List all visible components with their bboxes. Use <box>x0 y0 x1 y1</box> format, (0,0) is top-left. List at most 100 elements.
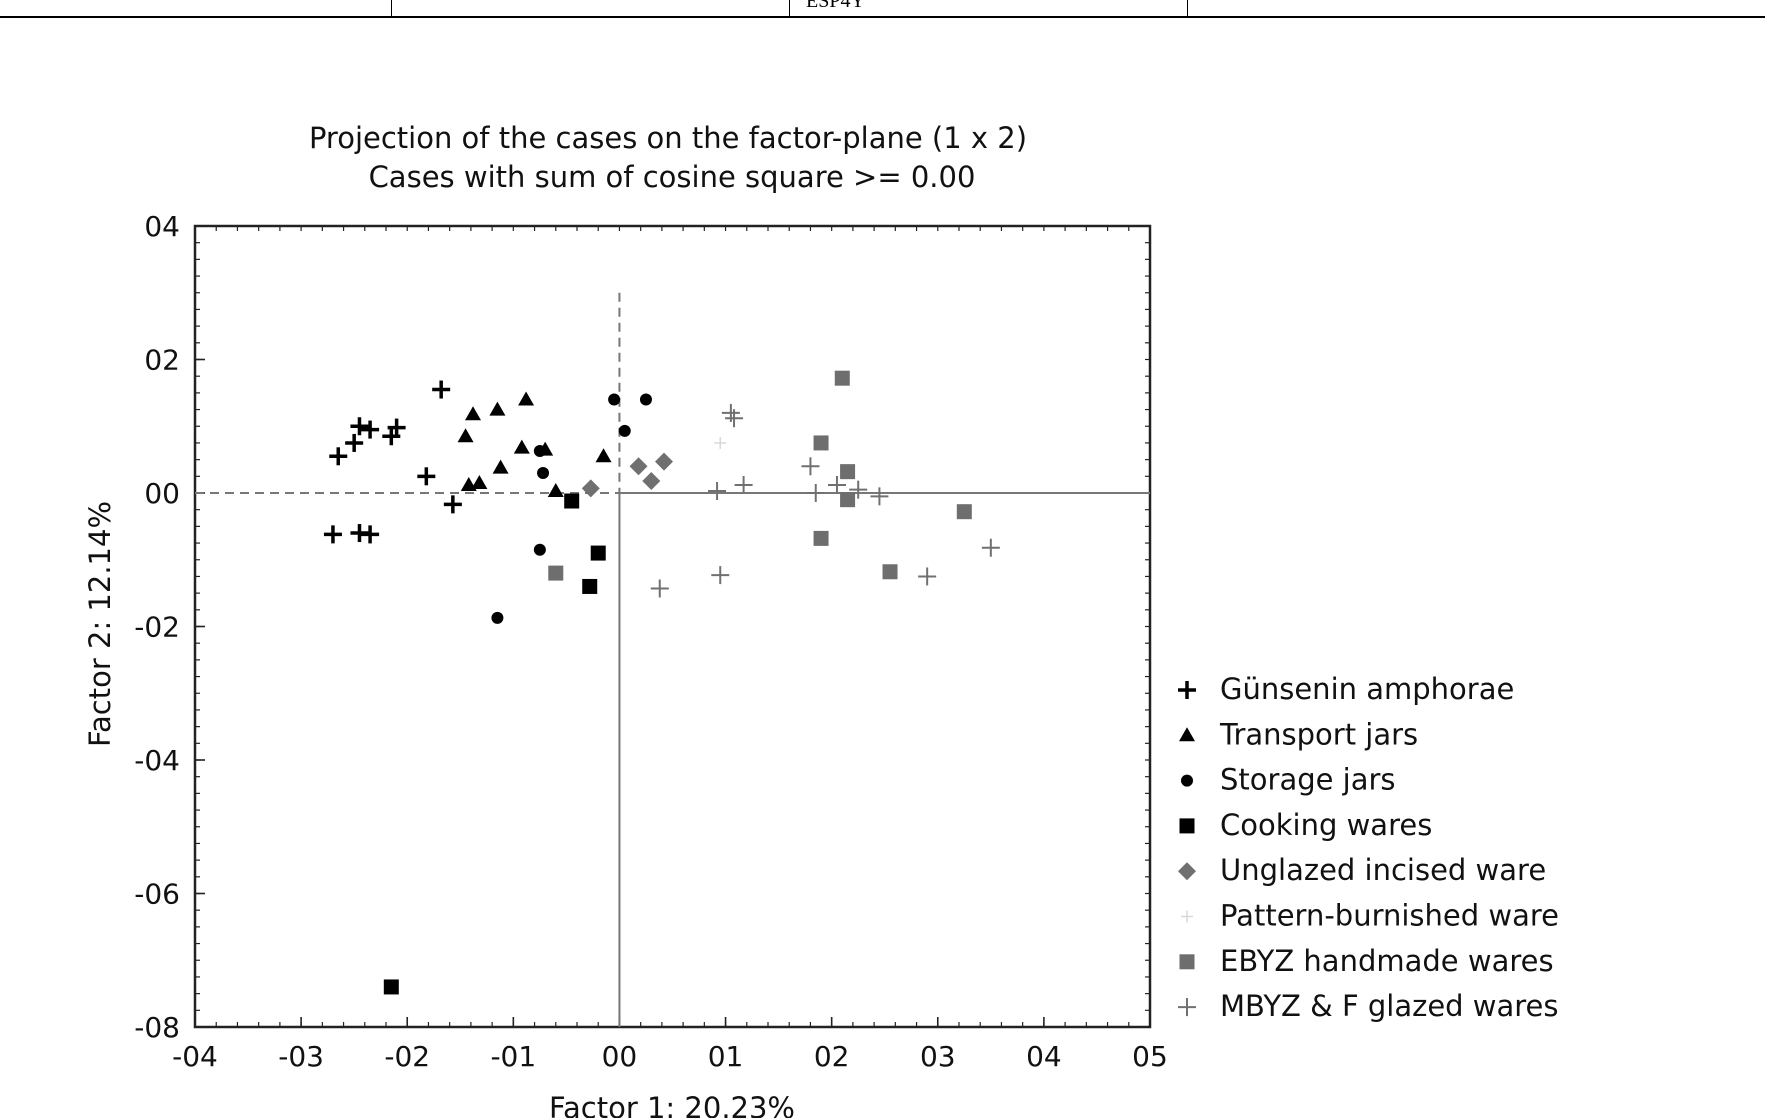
y-tick-label: 00 <box>144 477 180 510</box>
legend-marker <box>1181 910 1193 923</box>
legend-label: MBYZ & F glazed wares <box>1220 989 1559 1023</box>
data-point <box>801 457 820 476</box>
x-tick-label: 04 <box>1026 1040 1062 1073</box>
x-tick-label: -01 <box>490 1040 536 1073</box>
data-point <box>582 578 598 594</box>
table-bottom-rule <box>0 16 1765 18</box>
legend-marker <box>1181 774 1193 787</box>
chart-subtitle: Cases with sum of cosine square >= 0.00 <box>369 160 976 194</box>
y-axis-label: Factor 2: 12.14% <box>83 501 117 747</box>
legend-label: Unglazed incised ware <box>1220 853 1546 887</box>
data-point <box>361 420 380 439</box>
plot-area: -04 -03 -02 -01 00 01 02 03 04 05 04 02 00 -02 -04 -06 -… <box>134 210 1168 1073</box>
legend-marker <box>1179 954 1195 970</box>
y-tick-label: -08 <box>134 1011 180 1044</box>
data-point <box>629 457 648 476</box>
data-point <box>595 448 612 463</box>
data-point <box>840 492 856 508</box>
data-point <box>840 464 856 480</box>
data-point <box>387 418 406 437</box>
data-point <box>432 380 451 399</box>
header-table: ESP4Y <box>0 0 1765 20</box>
data-point <box>492 459 509 474</box>
legend-label: Pattern-burnished ware <box>1220 899 1559 933</box>
data-point <box>650 579 669 598</box>
data-point <box>471 474 488 489</box>
legend: Günsenin amphorae Transport jars Storage j… <box>1178 672 1559 1023</box>
data-point <box>655 452 674 471</box>
data-point <box>849 480 868 499</box>
y-tick-label: -02 <box>134 611 180 644</box>
legend-label: Günsenin amphorae <box>1220 672 1514 706</box>
data-point <box>813 530 829 546</box>
x-tick-label: 05 <box>1132 1040 1168 1073</box>
data-point <box>806 484 825 502</box>
data-point <box>827 475 846 494</box>
x-tick-label: -02 <box>384 1040 430 1073</box>
data-point <box>518 391 535 406</box>
data-point <box>361 525 380 544</box>
data-point <box>714 436 727 449</box>
x-tick-label: -04 <box>172 1040 218 1073</box>
data-point <box>918 567 937 586</box>
table-divider <box>391 0 392 17</box>
data-point <box>608 393 621 406</box>
plot-frame <box>193 224 1152 1029</box>
y-tick-label: 04 <box>144 210 180 243</box>
table-divider <box>1187 0 1188 17</box>
data-point <box>345 433 364 452</box>
table-cell-text: ESP4Y <box>806 0 865 12</box>
data-point <box>417 467 436 486</box>
data-point <box>465 406 482 421</box>
legend-marker <box>1179 727 1195 742</box>
data-point <box>533 543 546 556</box>
data-point <box>489 401 506 416</box>
data-point <box>548 565 564 581</box>
data-point <box>708 481 727 500</box>
legend-marker <box>1178 998 1196 1017</box>
data-point <box>725 409 744 428</box>
data-point <box>513 439 530 454</box>
data-point <box>813 435 829 451</box>
data-point <box>618 424 631 437</box>
x-axis-label: Factor 1: 20.23% <box>549 1091 795 1118</box>
data-point <box>383 979 399 995</box>
data-point <box>350 417 369 436</box>
data-point <box>564 493 580 509</box>
chart-title: Projection of the cases on the factor-pl… <box>309 121 1027 155</box>
legend-marker <box>1178 681 1196 699</box>
x-tick-label: 00 <box>602 1040 638 1073</box>
data-point <box>642 471 661 490</box>
data-point <box>590 545 606 561</box>
data-point <box>491 611 504 624</box>
data-point <box>443 495 462 514</box>
data-point <box>639 393 652 406</box>
legend-label: Transport jars <box>1219 717 1418 751</box>
y-tick-label: -04 <box>134 744 180 777</box>
data-point <box>457 428 474 443</box>
data-point <box>981 538 1000 557</box>
data-point <box>734 475 753 494</box>
y-tick-label: -06 <box>134 878 180 911</box>
data-point <box>711 566 730 585</box>
data-point <box>870 487 889 506</box>
data-point <box>537 466 550 479</box>
legend-label: Storage jars <box>1220 763 1396 797</box>
data-point <box>834 370 850 386</box>
legend-marker <box>1178 862 1196 881</box>
x-tick-label: 02 <box>814 1040 850 1073</box>
data-point <box>533 444 546 457</box>
data-point <box>323 525 342 544</box>
y-tick-label: 02 <box>144 344 180 377</box>
table-divider <box>789 0 790 17</box>
legend-label: EBYZ handmade wares <box>1220 944 1554 978</box>
data-point <box>956 504 972 520</box>
data-point <box>329 447 348 466</box>
x-tick-label: -03 <box>278 1040 324 1073</box>
x-tick-label: 03 <box>920 1040 956 1073</box>
x-tick-label: 01 <box>708 1040 744 1073</box>
legend-marker <box>1179 818 1195 834</box>
data-point <box>547 482 564 497</box>
data-point <box>882 564 898 580</box>
